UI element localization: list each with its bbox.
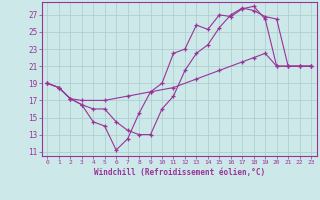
X-axis label: Windchill (Refroidissement éolien,°C): Windchill (Refroidissement éolien,°C) — [94, 168, 265, 177]
